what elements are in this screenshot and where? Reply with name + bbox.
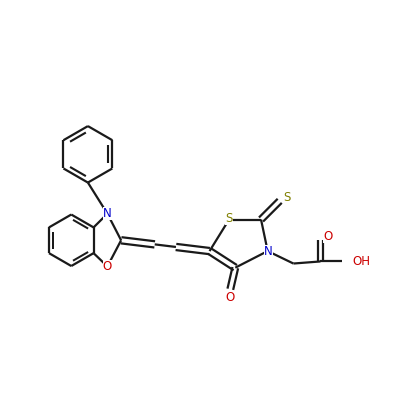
Text: S: S: [284, 191, 291, 204]
Text: N: N: [103, 207, 112, 220]
Text: O: O: [103, 260, 112, 273]
Text: S: S: [225, 212, 233, 225]
Text: O: O: [323, 230, 332, 243]
Text: O: O: [226, 291, 235, 304]
Text: OH: OH: [352, 255, 370, 268]
Text: N: N: [264, 244, 273, 258]
